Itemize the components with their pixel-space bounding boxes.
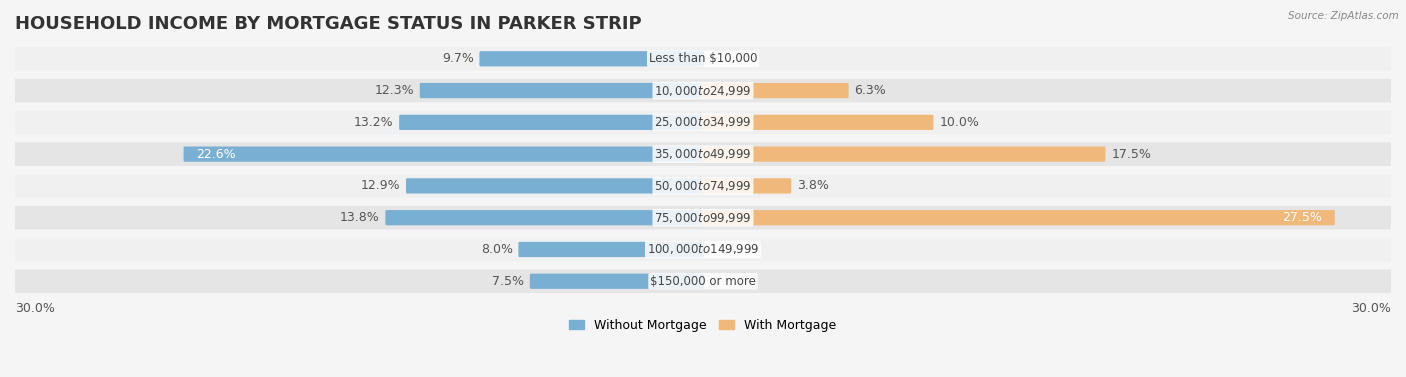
FancyBboxPatch shape [15,174,1391,198]
FancyBboxPatch shape [702,210,1334,225]
Text: 12.9%: 12.9% [361,179,401,192]
Text: 30.0%: 30.0% [15,302,55,315]
Text: 10.0%: 10.0% [939,116,979,129]
FancyBboxPatch shape [399,115,704,130]
Text: $150,000 or more: $150,000 or more [650,275,756,288]
FancyBboxPatch shape [519,242,704,257]
FancyBboxPatch shape [15,79,1391,102]
Text: 9.7%: 9.7% [441,52,474,65]
FancyBboxPatch shape [420,83,704,98]
Text: $50,000 to $74,999: $50,000 to $74,999 [654,179,752,193]
FancyBboxPatch shape [702,147,1105,162]
FancyBboxPatch shape [15,110,1391,134]
Text: HOUSEHOLD INCOME BY MORTGAGE STATUS IN PARKER STRIP: HOUSEHOLD INCOME BY MORTGAGE STATUS IN P… [15,15,641,33]
FancyBboxPatch shape [530,274,704,289]
Text: 27.5%: 27.5% [1282,211,1322,224]
Text: 8.0%: 8.0% [481,243,513,256]
FancyBboxPatch shape [702,115,934,130]
Text: 3.8%: 3.8% [797,179,830,192]
Legend: Without Mortgage, With Mortgage: Without Mortgage, With Mortgage [564,314,842,337]
Text: 6.3%: 6.3% [855,84,886,97]
Text: 12.3%: 12.3% [374,84,413,97]
Text: Less than $10,000: Less than $10,000 [648,52,758,65]
Text: $75,000 to $99,999: $75,000 to $99,999 [654,211,752,225]
FancyBboxPatch shape [15,206,1391,230]
FancyBboxPatch shape [385,210,704,225]
Text: $10,000 to $24,999: $10,000 to $24,999 [654,84,752,98]
Text: 13.8%: 13.8% [340,211,380,224]
Text: $35,000 to $49,999: $35,000 to $49,999 [654,147,752,161]
Text: 7.5%: 7.5% [492,275,524,288]
Text: 22.6%: 22.6% [197,148,236,161]
Text: 17.5%: 17.5% [1111,148,1152,161]
FancyBboxPatch shape [15,270,1391,293]
FancyBboxPatch shape [184,147,704,162]
FancyBboxPatch shape [15,143,1391,166]
FancyBboxPatch shape [15,238,1391,261]
FancyBboxPatch shape [406,178,704,193]
FancyBboxPatch shape [15,47,1391,70]
FancyBboxPatch shape [479,51,704,66]
Text: Source: ZipAtlas.com: Source: ZipAtlas.com [1288,11,1399,21]
FancyBboxPatch shape [702,178,792,193]
Text: $25,000 to $34,999: $25,000 to $34,999 [654,115,752,129]
Text: 30.0%: 30.0% [1351,302,1391,315]
Text: $100,000 to $149,999: $100,000 to $149,999 [647,242,759,256]
FancyBboxPatch shape [702,83,849,98]
Text: 13.2%: 13.2% [354,116,394,129]
